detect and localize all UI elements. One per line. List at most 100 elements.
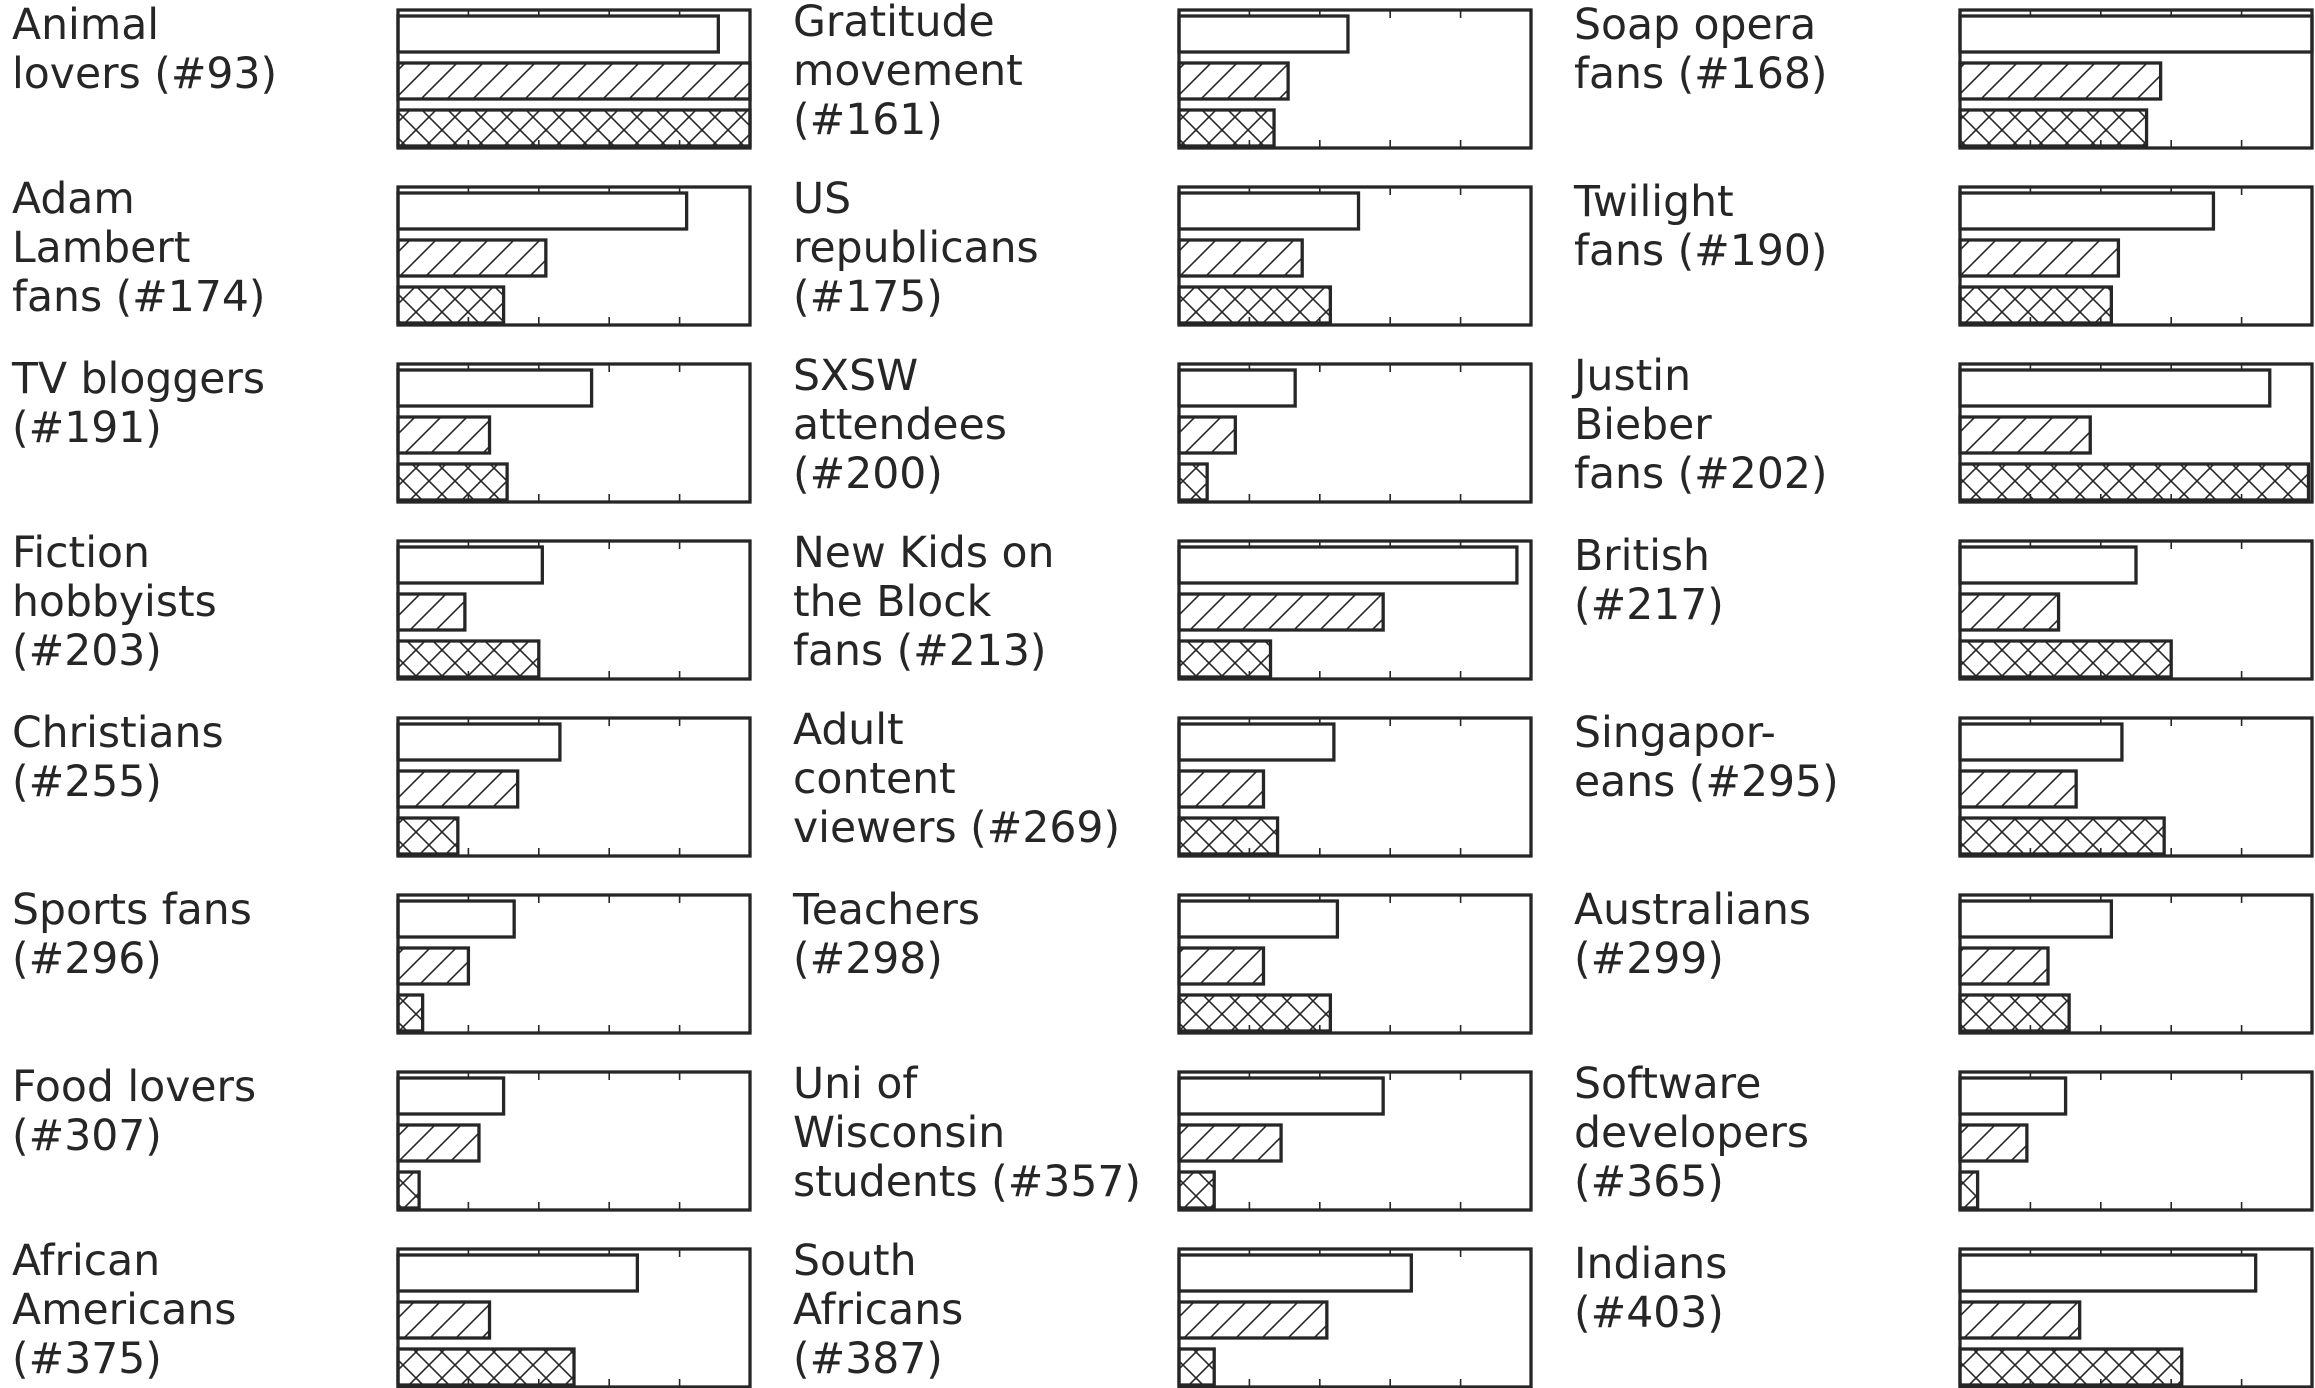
panel-label: Adam Lambert fans (#174) xyxy=(12,175,266,322)
panel-label-line: Justin xyxy=(1571,352,1691,401)
bar-diagonal-hatch xyxy=(1177,238,1304,278)
panel-label: British (#217) xyxy=(1574,532,1724,630)
panel-label: Gratitude movement (#161) xyxy=(793,0,1023,145)
bar-diagonal-hatch xyxy=(1177,946,1266,986)
panel-label-line: Australians xyxy=(1574,886,1811,935)
bar-diagonal-hatch xyxy=(396,946,471,986)
panel-20: Uni of Wisconsin students (#357) xyxy=(793,1060,1533,1212)
panel-22: African Americans (#375) xyxy=(12,1237,752,1388)
panel-label-line: fans (#168) xyxy=(1574,50,1828,99)
panel-label: Singapor-eans (#295) xyxy=(1574,709,1839,807)
panel-label: Animal lovers (#93) xyxy=(12,1,277,99)
panel-frame xyxy=(1177,185,1533,327)
panel-label-line: Software xyxy=(1574,1060,1761,1109)
panel-label: Justin Bieber fans (#202) xyxy=(1571,352,1828,499)
panel-label-line: Gratitude xyxy=(793,0,995,47)
bar-cross-hatch xyxy=(1177,816,1280,856)
panel-label: Adult content viewers (#269) xyxy=(793,706,1120,853)
bar-cross-hatch xyxy=(1177,285,1333,325)
bar-diagonal-hatch xyxy=(396,592,467,632)
bar-cross-hatch xyxy=(1177,1170,1216,1210)
panel-label-line: US xyxy=(793,175,851,224)
panel-frame xyxy=(1177,362,1533,504)
bar-cross-hatch xyxy=(396,462,509,502)
bar-diagonal-hatch xyxy=(396,238,548,278)
panel-label: New Kids on the Block fans (#213) xyxy=(793,529,1054,676)
bar-empty xyxy=(396,899,516,939)
panel-label-line: South xyxy=(793,1237,917,1286)
panel-13: Christians (#255) xyxy=(12,709,752,858)
panel-label-line: fans (#213) xyxy=(793,627,1047,676)
bar-diagonal-hatch xyxy=(1958,1300,2082,1340)
bar-diagonal-hatch xyxy=(1958,592,2061,632)
panel-label-line: Sports fans xyxy=(12,886,252,935)
bar-diagonal-hatch xyxy=(396,61,752,101)
bar-cross-hatch xyxy=(1177,1347,1216,1387)
panel-label-line: (#191) xyxy=(12,404,162,453)
panel-24: Indians (#403) xyxy=(1574,1240,2314,1388)
bar-cross-hatch xyxy=(1177,639,1273,679)
bar-cross-hatch xyxy=(1958,1170,1980,1210)
panel-label-line: (#375) xyxy=(12,1335,162,1384)
panel-label: US republicans (#175) xyxy=(793,175,1039,322)
panel-frame xyxy=(1177,893,1533,1035)
panel-label-line: Americans xyxy=(12,1286,236,1335)
bar-diagonal-hatch xyxy=(1958,769,2078,809)
bar-diagonal-hatch xyxy=(1958,946,2050,986)
panel-label-line: hobbyists xyxy=(12,578,217,627)
bar-empty xyxy=(396,1253,640,1293)
panels-layer: Animal lovers (#93) Gratitude movement (#161… xyxy=(11,0,2314,1388)
bar-empty xyxy=(1958,545,2138,585)
bar-cross-hatch xyxy=(1958,1347,2184,1387)
bar-empty xyxy=(396,191,689,231)
panel-frame xyxy=(396,362,752,504)
panel-label: Food lovers (#307) xyxy=(12,1063,256,1161)
panel-21: Software developers (#365) xyxy=(1574,1060,2314,1212)
panel-label: Sports fans (#296) xyxy=(12,886,252,984)
panel-label-line: attendees xyxy=(793,401,1007,450)
bar-cross-hatch xyxy=(1958,639,2173,679)
panel-label-line: (#255) xyxy=(12,758,162,807)
bar-cross-hatch xyxy=(1177,462,1209,502)
panel-label-line: (#203) xyxy=(12,627,162,676)
panel-label-line: Christians xyxy=(12,709,224,758)
bar-diagonal-hatch xyxy=(1177,61,1290,101)
panel-label-line: the Block xyxy=(793,578,992,627)
panel-label-line: (#307) xyxy=(12,1112,162,1161)
bar-empty xyxy=(1177,368,1297,408)
bar-empty xyxy=(1177,722,1336,762)
panel-label-line: (#299) xyxy=(1574,935,1724,984)
panel-label-line: Lambert xyxy=(12,224,190,273)
panel-label-line: republicans xyxy=(793,224,1039,273)
bar-empty xyxy=(396,1076,506,1116)
bar-empty xyxy=(1177,191,1361,231)
bar-cross-hatch xyxy=(396,1347,576,1387)
panel-10: Fiction hobbyists (#203) xyxy=(12,529,752,681)
panel-label-line: lovers (#93) xyxy=(12,50,277,99)
panel-frame xyxy=(1958,1247,2314,1388)
panel-4: Adam Lambert fans (#174) xyxy=(12,175,752,327)
panel-label-line: Food lovers xyxy=(12,1063,256,1112)
panel-frame xyxy=(1958,893,2314,1035)
panel-6: Twilight fans (#190) xyxy=(1573,178,2314,327)
bar-empty xyxy=(1958,14,2314,54)
panel-frame xyxy=(1177,8,1533,150)
panel-label: Australians (#299) xyxy=(1574,886,1811,984)
bar-empty xyxy=(1958,191,2216,231)
panel-label-line: Bieber xyxy=(1574,401,1712,450)
panel-label-line: Soap opera xyxy=(1574,1,1816,50)
panel-label-line: Teachers xyxy=(792,886,980,935)
bar-diagonal-hatch xyxy=(1177,769,1266,809)
panel-label: Teachers (#298) xyxy=(792,886,980,984)
panel-19: Food lovers (#307) xyxy=(12,1063,752,1212)
bar-diagonal-hatch xyxy=(1958,1123,2029,1163)
panel-frame xyxy=(1177,539,1533,681)
panel-label-line: (#175) xyxy=(793,273,943,322)
bar-cross-hatch xyxy=(1177,993,1333,1033)
panel-label-line: Singapor- xyxy=(1574,709,1776,758)
panel-23: South Africans (#387) xyxy=(793,1237,1533,1388)
panel-label: Twilight fans (#190) xyxy=(1573,178,1828,276)
panel-15: Singapor-eans (#295) xyxy=(1574,709,2314,858)
bar-cross-hatch xyxy=(396,108,752,148)
panel-14: Adult content viewers (#269) xyxy=(793,706,1533,858)
